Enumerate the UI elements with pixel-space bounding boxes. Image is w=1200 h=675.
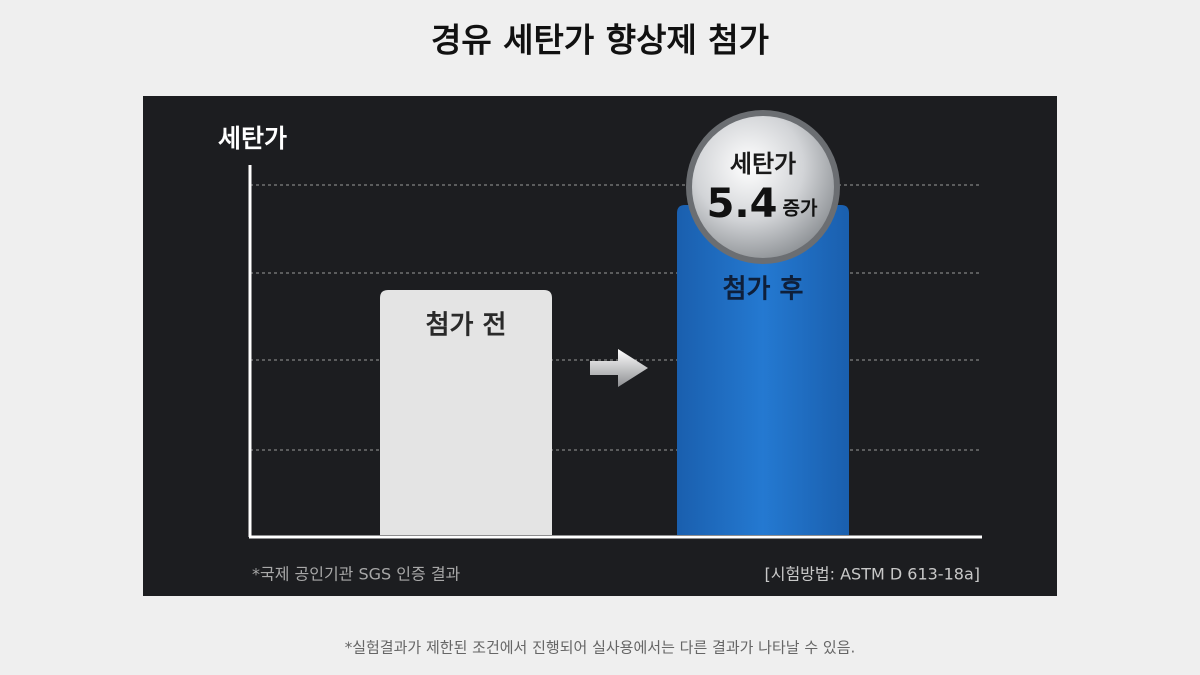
badge-label: 세탄가 bbox=[730, 150, 796, 178]
badge-value: 5.4 bbox=[707, 181, 778, 227]
badge bbox=[692, 116, 834, 258]
chart-panel bbox=[143, 96, 1057, 596]
bar-after bbox=[677, 205, 849, 535]
footnote: *실험결과가 제한된 조건에서 진행되어 실사용에서는 다른 결과가 나타날 수… bbox=[345, 639, 856, 657]
axis-label: 세탄가 bbox=[218, 124, 287, 153]
source-note: *국제 공인기관 SGS 인증 결과 bbox=[252, 565, 461, 584]
bar-before bbox=[380, 290, 552, 535]
grid bbox=[250, 184, 982, 451]
title: 경유 세탄가 향상제 첨가 bbox=[431, 21, 769, 60]
arrow bbox=[590, 349, 648, 387]
badge-unit: 증가 bbox=[783, 198, 818, 220]
bar-label: 첨가 전 bbox=[426, 311, 507, 341]
method-note: [시험방법: ASTM D 613-18a] bbox=[765, 565, 981, 584]
bar-label: 첨가 후 bbox=[723, 275, 804, 305]
